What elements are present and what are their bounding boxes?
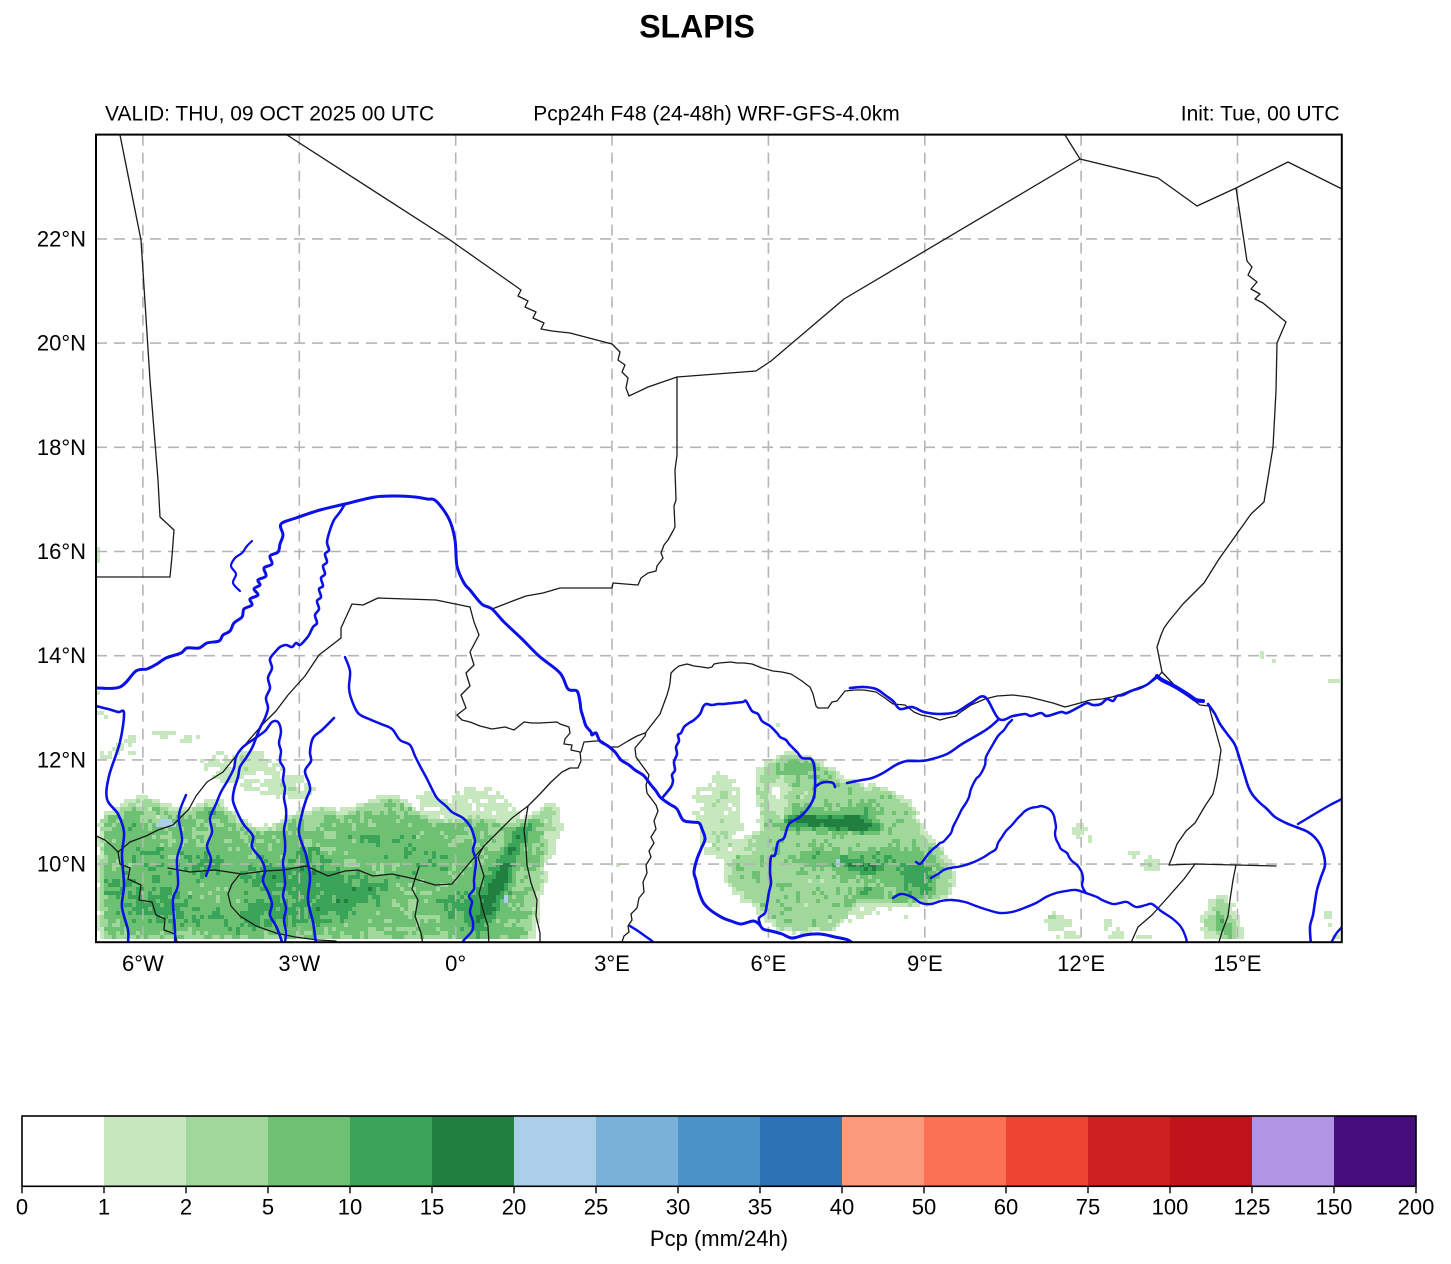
svg-text:18°N: 18°N [37, 435, 86, 460]
svg-text:40: 40 [830, 1195, 854, 1220]
svg-text:15: 15 [420, 1195, 444, 1220]
svg-text:35: 35 [748, 1195, 772, 1220]
svg-text:25: 25 [584, 1195, 608, 1220]
svg-text:60: 60 [994, 1195, 1018, 1220]
svg-text:20: 20 [502, 1195, 526, 1220]
svg-text:12°E: 12°E [1057, 951, 1105, 976]
svg-text:100: 100 [1152, 1195, 1189, 1220]
svg-text:Pcp (mm/24h): Pcp (mm/24h) [650, 1226, 788, 1251]
svg-text:30: 30 [666, 1195, 690, 1220]
svg-text:10: 10 [338, 1195, 362, 1220]
svg-text:VALID: THU, 09 OCT 2025 00 UTC: VALID: THU, 09 OCT 2025 00 UTC [105, 103, 434, 126]
svg-text:6°W: 6°W [122, 951, 164, 976]
svg-text:2: 2 [180, 1195, 192, 1220]
svg-text:200: 200 [1398, 1195, 1435, 1220]
svg-text:16°N: 16°N [37, 539, 86, 564]
svg-text:6°E: 6°E [751, 951, 787, 976]
svg-text:Pcp24h F48 (24-48h) WRF-GFS-4.: Pcp24h F48 (24-48h) WRF-GFS-4.0km [533, 103, 899, 126]
svg-text:125: 125 [1234, 1195, 1271, 1220]
svg-text:10°N: 10°N [37, 852, 86, 877]
svg-text:9°E: 9°E [907, 951, 943, 976]
svg-text:75: 75 [1076, 1195, 1100, 1220]
svg-text:12°N: 12°N [37, 747, 86, 772]
svg-text:20°N: 20°N [37, 331, 86, 356]
svg-text:Init: Tue, 00 UTC: Init: Tue, 00 UTC [1181, 103, 1340, 126]
svg-text:15°E: 15°E [1214, 951, 1262, 976]
svg-text:3°W: 3°W [278, 951, 320, 976]
svg-text:14°N: 14°N [37, 643, 86, 668]
svg-text:1: 1 [98, 1195, 110, 1220]
svg-text:5: 5 [262, 1195, 274, 1220]
svg-text:0°: 0° [445, 951, 466, 976]
svg-text:3°E: 3°E [594, 951, 630, 976]
svg-text:0: 0 [16, 1195, 28, 1220]
svg-text:22°N: 22°N [37, 226, 86, 251]
svg-text:50: 50 [912, 1195, 936, 1220]
svg-text:150: 150 [1316, 1195, 1353, 1220]
svg-text:SLAPIS: SLAPIS [639, 9, 755, 45]
